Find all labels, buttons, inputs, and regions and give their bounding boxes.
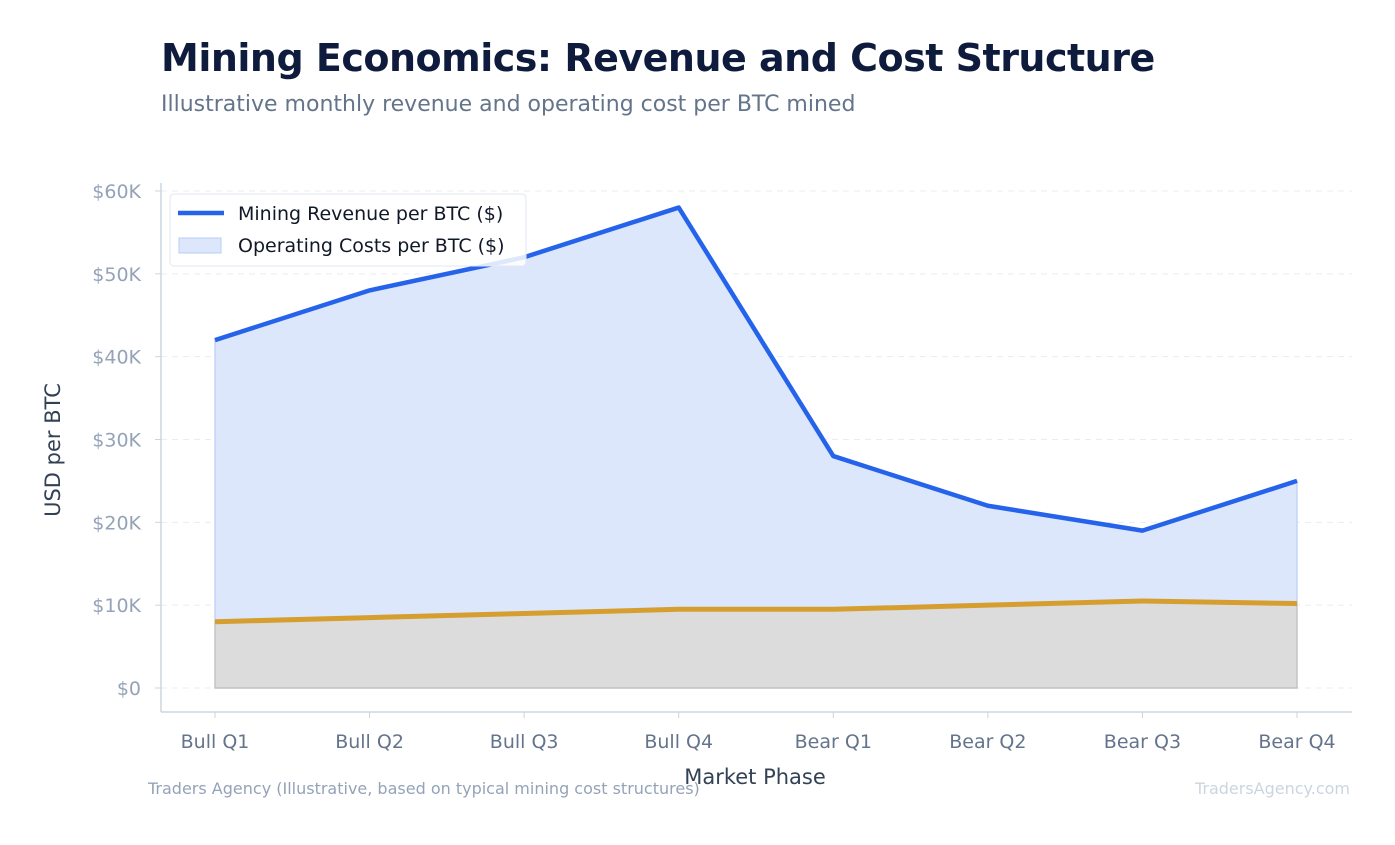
x-tick-label: Bull Q1 (181, 731, 250, 753)
x-tick-label: Bull Q4 (644, 731, 713, 753)
chart-subtitle: Illustrative monthly revenue and operati… (161, 92, 856, 117)
legend-label-costs: Operating Costs per BTC ($) (238, 235, 505, 257)
x-tick-label: Bull Q3 (490, 731, 559, 753)
series-line-1 (214, 598, 1298, 625)
y-tick-label: $30K (92, 430, 141, 452)
y-tick-label: $60K (92, 181, 141, 203)
y-tick-label: $40K (92, 347, 141, 369)
x-tick-label: Bear Q1 (795, 731, 872, 753)
x-axis-label: Market Phase (684, 765, 826, 789)
x-tick-label: Bear Q4 (1258, 731, 1335, 753)
y-tick-label: $50K (92, 264, 141, 286)
series-line-0 (214, 205, 1298, 533)
y-tick-label: $10K (92, 595, 141, 617)
chart-title: Mining Economics: Revenue and Cost Struc… (161, 36, 1155, 80)
x-tick-label: Bear Q3 (1104, 731, 1181, 753)
y-axis-label: USD per BTC (41, 383, 65, 517)
x-tick-label: Bear Q2 (949, 731, 1026, 753)
source-note: Traders Agency (Illustrative, based on t… (148, 779, 700, 798)
y-tick-label: $20K (92, 512, 141, 534)
brand-watermark: TradersAgency.com (1194, 779, 1350, 798)
y-tick-label: $0 (117, 678, 141, 700)
x-tick-label: Bull Q2 (335, 731, 404, 753)
legend-swatch-costs (178, 237, 222, 254)
legend-box (169, 193, 527, 267)
legend-label-revenue: Mining Revenue per BTC ($) (238, 203, 503, 225)
